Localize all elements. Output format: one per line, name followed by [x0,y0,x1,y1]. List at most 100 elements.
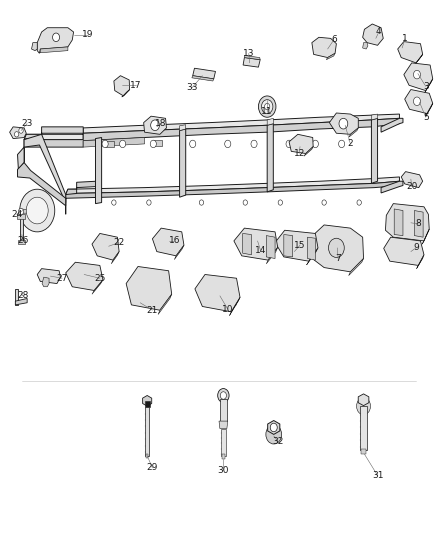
Polygon shape [92,233,119,260]
Text: 2: 2 [348,140,353,148]
Polygon shape [145,407,149,456]
Polygon shape [37,28,74,53]
Circle shape [278,200,283,205]
Circle shape [112,200,116,205]
Polygon shape [363,24,383,45]
Polygon shape [24,127,83,140]
Text: 14: 14 [255,246,266,255]
Circle shape [26,197,48,224]
Polygon shape [289,134,313,154]
Text: 11: 11 [261,108,273,116]
Polygon shape [192,76,214,81]
Polygon shape [66,181,399,214]
Text: 8: 8 [415,220,421,228]
Polygon shape [417,255,424,269]
Polygon shape [66,262,103,290]
Text: 18: 18 [155,119,167,128]
Circle shape [147,200,151,205]
Circle shape [328,238,344,257]
Polygon shape [234,228,278,260]
Polygon shape [267,124,273,192]
Polygon shape [219,421,228,429]
Text: 29: 29 [147,464,158,472]
Polygon shape [394,209,403,236]
Text: 10: 10 [222,305,233,313]
Text: 28: 28 [17,292,28,300]
Text: 17: 17 [130,81,141,90]
Text: 33: 33 [186,84,198,92]
Circle shape [339,118,348,129]
Polygon shape [312,37,336,58]
Polygon shape [244,55,260,60]
Text: 6: 6 [331,36,337,44]
Polygon shape [20,216,23,241]
Text: 3: 3 [423,82,429,91]
Polygon shape [105,141,114,147]
Circle shape [243,200,247,205]
Polygon shape [114,76,130,96]
Polygon shape [358,394,369,406]
Polygon shape [15,298,27,305]
Polygon shape [401,172,423,188]
Text: 24: 24 [11,210,22,219]
Polygon shape [243,233,251,255]
Polygon shape [42,277,49,287]
Text: 30: 30 [218,466,229,474]
Polygon shape [10,127,26,139]
Polygon shape [37,269,60,284]
Circle shape [225,140,231,148]
Polygon shape [18,147,24,169]
Polygon shape [21,209,36,213]
Polygon shape [266,247,278,264]
Text: 31: 31 [372,471,383,480]
Polygon shape [384,237,424,265]
Polygon shape [66,181,96,195]
Circle shape [261,100,273,114]
Circle shape [14,132,19,137]
Polygon shape [405,90,433,114]
Polygon shape [243,58,260,67]
Circle shape [218,389,229,402]
Circle shape [102,140,108,148]
Polygon shape [17,214,25,219]
Circle shape [151,120,159,131]
Polygon shape [158,294,172,314]
Circle shape [120,140,126,148]
Polygon shape [111,252,119,264]
Polygon shape [40,47,68,53]
Circle shape [220,392,226,399]
Polygon shape [267,118,273,125]
Text: 16: 16 [169,237,180,245]
Circle shape [413,70,420,79]
Polygon shape [92,280,103,294]
Polygon shape [15,289,18,305]
Polygon shape [174,245,184,260]
Polygon shape [307,248,318,265]
Text: 13: 13 [243,49,254,58]
Polygon shape [144,116,166,134]
Text: 7: 7 [335,254,341,263]
Polygon shape [404,63,433,91]
Polygon shape [422,229,429,244]
Polygon shape [349,128,358,137]
Circle shape [19,128,23,133]
Circle shape [18,208,24,215]
Polygon shape [284,235,293,257]
Circle shape [190,140,196,148]
Circle shape [258,96,276,117]
Polygon shape [145,401,150,407]
Polygon shape [310,225,364,272]
Polygon shape [266,236,275,259]
Polygon shape [32,43,37,51]
Polygon shape [18,240,25,244]
Polygon shape [329,113,358,134]
Polygon shape [360,406,367,450]
Polygon shape [361,449,366,454]
Text: 32: 32 [272,437,284,446]
Polygon shape [349,259,364,276]
Polygon shape [222,454,225,459]
Polygon shape [230,297,240,316]
Polygon shape [126,266,172,310]
Circle shape [266,425,282,444]
Circle shape [357,200,361,205]
